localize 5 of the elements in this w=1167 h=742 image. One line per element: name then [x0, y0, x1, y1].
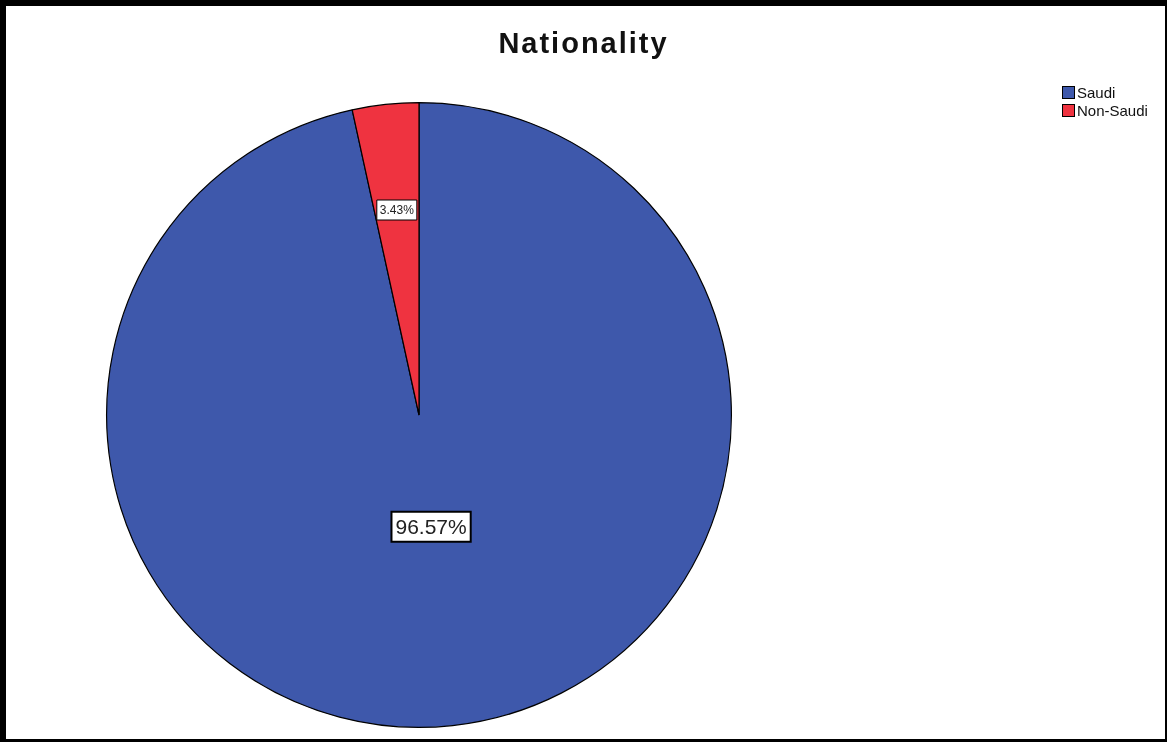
chart-title: Nationality — [497, 27, 670, 60]
legend-label: Non-Saudi — [1077, 101, 1148, 119]
data-label: 96.57% — [395, 514, 467, 538]
data-label: 3.43% — [379, 203, 415, 218]
legend-label: Saudi — [1077, 83, 1116, 101]
